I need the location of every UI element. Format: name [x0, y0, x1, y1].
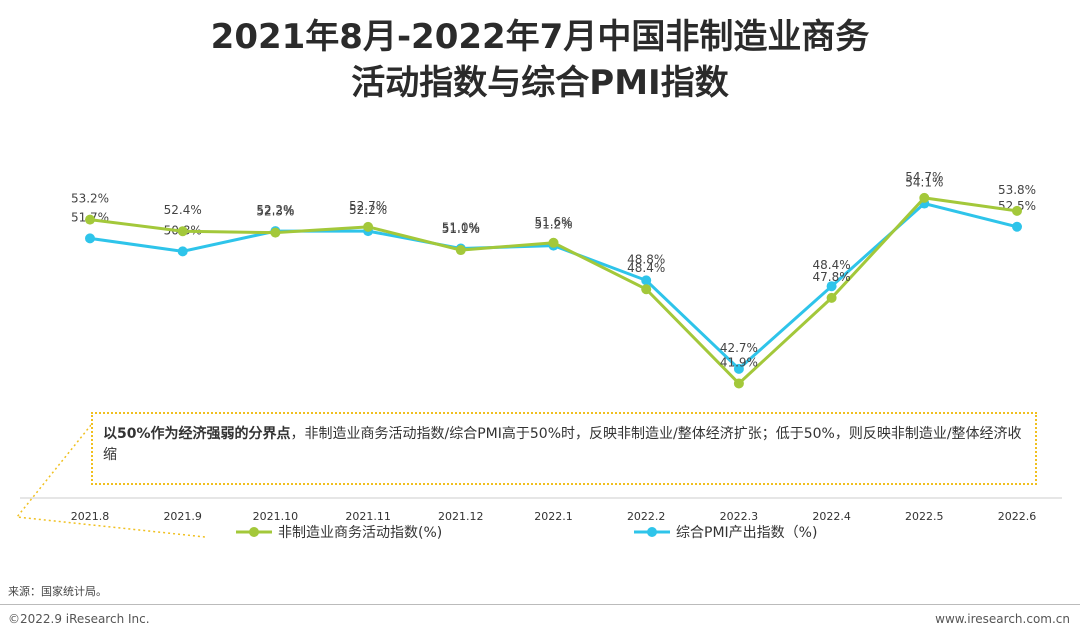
title-line-2: 活动指数与综合PMI指数 — [351, 63, 729, 103]
data-label: 51.2% — [534, 218, 572, 232]
data-point — [270, 227, 281, 238]
chart-title: 2021年8月-2022年7月中国非制造业商务 活动指数与综合PMI指数 — [0, 14, 1080, 106]
data-point — [1012, 221, 1022, 232]
copyright: ©2022.9 iResearch Inc. — [8, 612, 150, 626]
data-point — [85, 233, 95, 244]
x-tick-label: 2021.12 — [438, 510, 484, 523]
x-axis: 2021.8 2021.9 2021.10 2021.11 2021.12 2022.1 2… — [20, 497, 1062, 523]
data-point — [548, 237, 559, 248]
data-point — [363, 221, 374, 232]
legend-swatch-marker — [249, 527, 259, 537]
x-tick-label: 2022.2 — [627, 510, 666, 523]
data-label: 52.7% — [349, 199, 387, 213]
data-label: 53.2% — [71, 192, 109, 206]
annotation-box: 以50%作为经济强弱的分界点，非制造业商务活动指数/综合PMI高于50%时，反映… — [91, 412, 1037, 485]
annotation-bold: 以50%作为经济强弱的分界点 — [103, 426, 291, 442]
data-point — [85, 214, 95, 225]
data-label: 48.4% — [813, 258, 851, 272]
data-point — [733, 378, 744, 389]
x-tick-label: 2022.6 — [998, 510, 1037, 523]
legend-item: 综合PMI产出指数（%) — [634, 525, 817, 541]
data-label: 54.1% — [905, 176, 943, 190]
x-tick-label: 2021.8 — [71, 510, 110, 523]
data-label: 51.0% — [442, 221, 480, 235]
data-label: 47.8% — [813, 270, 851, 284]
data-label: 51.1% — [442, 222, 480, 236]
series-group: 51.7%50.8%52.2%52.2%51.0%51.2%48.8%42.7%… — [71, 176, 1036, 374]
legend-item: 非制造业商务活动指数(%) — [236, 525, 442, 541]
data-point — [641, 275, 652, 286]
data-label: 52.4% — [164, 203, 202, 217]
data-point — [177, 226, 188, 237]
data-point — [919, 192, 930, 203]
data-label: 52.2% — [349, 203, 387, 217]
data-label: 48.8% — [627, 252, 665, 266]
series-layer: 51.7%50.8%52.2%52.2%51.0%51.2%48.8%42.7%… — [71, 170, 1036, 389]
line-chart: 2021.8 2021.9 2021.10 2021.11 2021.12 2022.1 2… — [15, 170, 1062, 541]
x-tick-label: 2022.1 — [534, 510, 573, 523]
data-point — [641, 284, 652, 295]
legend-swatch-marker — [647, 527, 657, 537]
x-tick-label: 2022.3 — [720, 510, 759, 523]
data-point — [826, 281, 837, 292]
data-point — [455, 245, 466, 256]
title-line-1: 2021年8月-2022年7月中国非制造业商务 — [210, 17, 870, 57]
x-tick-label: 2021.10 — [253, 510, 299, 523]
data-label: 52.2% — [256, 203, 294, 217]
annotation-text: ，非制造业商务活动指数/综合PMI高于50%时，反映非制造业/整体经济扩张；低于… — [103, 426, 1022, 463]
data-point — [826, 292, 837, 303]
source-note: 来源：国家统计局。 — [8, 585, 107, 598]
legend-label: 综合PMI产出指数（%) — [676, 525, 817, 541]
legend-label: 非制造业商务活动指数(%) — [278, 525, 442, 541]
x-tick-label: 2022.5 — [905, 510, 944, 523]
series-group: 53.2% 52.4% 52.3% 52.7% 51.1% 51.6% 48.4% 41.9%… — [71, 170, 1036, 389]
footer-divider — [0, 604, 1080, 605]
data-point — [177, 246, 188, 257]
data-label: 42.7% — [720, 341, 758, 355]
data-label: 51.6% — [534, 215, 572, 229]
data-label: 53.8% — [998, 183, 1036, 197]
data-label: 41.9% — [720, 355, 758, 369]
x-tick-label: 2021.11 — [345, 510, 391, 523]
data-point — [1012, 205, 1022, 216]
x-tick-label: 2022.4 — [812, 510, 851, 523]
data-label: 52.3% — [256, 205, 294, 219]
data-label: 48.4% — [627, 261, 665, 275]
website: www.iresearch.com.cn — [935, 612, 1070, 626]
data-point — [733, 363, 744, 374]
data-label: 54.7% — [905, 170, 943, 184]
legend: 非制造业商务活动指数(%) 综合PMI产出指数（%) — [236, 525, 817, 541]
x-tick-label: 2021.9 — [163, 510, 202, 523]
